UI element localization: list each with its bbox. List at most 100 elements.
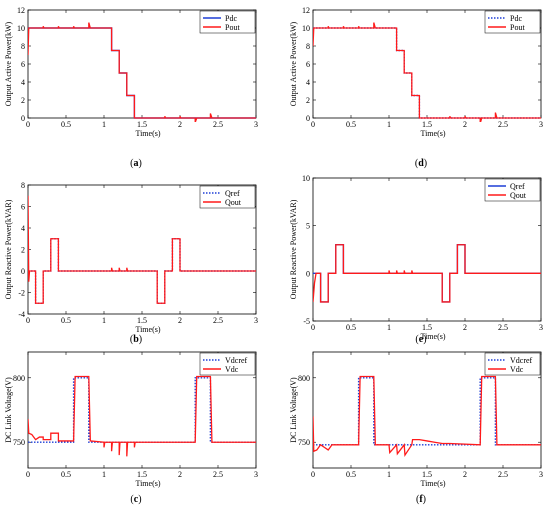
y-tick-label: 6 bbox=[21, 60, 25, 69]
legend-label: Pout bbox=[510, 23, 525, 32]
y-tick-label: 2 bbox=[21, 96, 25, 105]
x-tick-label: 0 bbox=[311, 323, 315, 332]
x-tick-label: 2.5 bbox=[498, 120, 508, 129]
x-tick-label: 1.5 bbox=[422, 120, 432, 129]
x-tick-label: 0 bbox=[26, 120, 30, 129]
x-tick-label: 1 bbox=[387, 323, 391, 332]
y-tick-label: 8 bbox=[21, 181, 25, 190]
x-tick-label: 0 bbox=[311, 120, 315, 129]
x-tick-label: 1.5 bbox=[137, 316, 147, 325]
x-tick-label: 1 bbox=[102, 120, 106, 129]
series-line-vdc bbox=[313, 375, 541, 458]
y-tick-label: 8 bbox=[21, 42, 25, 51]
y-tick-label: 5 bbox=[306, 222, 310, 231]
panel-label: (d) bbox=[415, 158, 427, 169]
y-tick-label: -2 bbox=[18, 289, 25, 298]
panel-label: (e) bbox=[415, 334, 426, 345]
x-tick-label: 2 bbox=[463, 470, 467, 479]
x-tick-label: 3 bbox=[254, 316, 258, 325]
x-tick-label: 1.5 bbox=[137, 120, 147, 129]
legend-label: Vdc bbox=[225, 365, 239, 374]
y-tick-label: 4 bbox=[21, 78, 25, 87]
x-tick-label: 3 bbox=[539, 323, 543, 332]
x-tick-label: 2.5 bbox=[498, 470, 508, 479]
x-tick-label: 1.5 bbox=[422, 470, 432, 479]
series-line-vdcref bbox=[313, 377, 541, 446]
x-tick-label: 0.5 bbox=[61, 120, 71, 129]
x-tick-label: 2 bbox=[463, 120, 467, 129]
x-tick-label: 0.5 bbox=[61, 316, 71, 325]
y-tick-label: 8 bbox=[306, 42, 310, 51]
x-tick-label: 1 bbox=[102, 316, 106, 325]
y-axis-label: DC Link Voltage(V) bbox=[4, 377, 13, 443]
x-tick-label: 2 bbox=[178, 316, 182, 325]
y-tick-label: 0 bbox=[306, 269, 310, 278]
x-tick-label: 1.5 bbox=[137, 470, 147, 479]
y-tick-label: 0 bbox=[21, 267, 25, 276]
y-tick-label: 4 bbox=[306, 78, 310, 87]
x-tick-label: 2.5 bbox=[213, 470, 223, 479]
x-tick-label: 0 bbox=[26, 470, 30, 479]
legend-label: Pdc bbox=[225, 14, 237, 23]
x-axis-label: Time(s) bbox=[135, 325, 160, 334]
panel-paren: ( bbox=[415, 158, 419, 169]
x-tick-label: 3 bbox=[539, 470, 543, 479]
panel-paren: ) bbox=[423, 494, 426, 505]
y-axis-label: Output Reactive Power(kVAR) bbox=[289, 199, 298, 299]
y-tick-label: 0 bbox=[21, 114, 25, 123]
series-line-qout bbox=[28, 195, 256, 304]
y-tick-label: 750 bbox=[298, 438, 310, 447]
y-tick-label: 800 bbox=[298, 374, 310, 383]
series-line-qout bbox=[313, 244, 541, 303]
y-tick-label: -5 bbox=[303, 317, 310, 326]
panel-paren: ) bbox=[138, 494, 141, 505]
panel-letter: a bbox=[134, 158, 139, 169]
plot-frame bbox=[312, 177, 542, 322]
x-tick-label: 0.5 bbox=[346, 470, 356, 479]
panel-letter: f bbox=[419, 494, 423, 505]
legend-label: Qref bbox=[225, 189, 240, 198]
panel-paren: ( bbox=[130, 334, 134, 345]
y-tick-label: 12 bbox=[302, 6, 310, 15]
x-axis-label: Time(s) bbox=[420, 129, 445, 138]
panel-label: (b) bbox=[130, 334, 142, 345]
series-line-pout bbox=[28, 22, 256, 122]
y-tick-label: 10 bbox=[17, 24, 25, 33]
panel-letter: c bbox=[134, 494, 139, 505]
x-tick-label: 3 bbox=[539, 120, 543, 129]
panel-paren: ) bbox=[424, 158, 427, 169]
y-tick-label: 4 bbox=[21, 224, 25, 233]
x-tick-label: 2 bbox=[178, 120, 182, 129]
x-tick-label: 1.5 bbox=[422, 323, 432, 332]
panel-paren: ( bbox=[415, 334, 419, 345]
y-tick-label: 2 bbox=[306, 96, 310, 105]
y-tick-label: 800 bbox=[13, 374, 25, 383]
y-tick-label: 10 bbox=[302, 174, 310, 183]
x-axis-label: Time(s) bbox=[420, 332, 445, 341]
legend-label: Pout bbox=[225, 23, 240, 32]
series-line-vdc bbox=[28, 375, 256, 457]
y-tick-label: 6 bbox=[21, 203, 25, 212]
x-axis-label: Time(s) bbox=[135, 479, 160, 488]
panel-paren: ) bbox=[139, 158, 142, 169]
x-axis-label: Time(s) bbox=[135, 129, 160, 138]
panel-paren: ( bbox=[130, 158, 134, 169]
y-tick-label: 10 bbox=[302, 24, 310, 33]
legend-label: Pdc bbox=[510, 14, 522, 23]
y-tick-label: 12 bbox=[17, 6, 25, 15]
y-tick-label: 0 bbox=[306, 114, 310, 123]
panel-paren: ) bbox=[423, 334, 426, 345]
x-tick-label: 0 bbox=[311, 470, 315, 479]
x-tick-label: 1 bbox=[387, 120, 391, 129]
legend-label: Vdc bbox=[510, 365, 524, 374]
x-tick-label: 2 bbox=[178, 470, 182, 479]
x-tick-label: 2.5 bbox=[498, 323, 508, 332]
y-tick-label: 6 bbox=[306, 60, 310, 69]
x-tick-label: 3 bbox=[254, 120, 258, 129]
x-tick-label: 0.5 bbox=[61, 470, 71, 479]
y-tick-label: 2 bbox=[21, 246, 25, 255]
